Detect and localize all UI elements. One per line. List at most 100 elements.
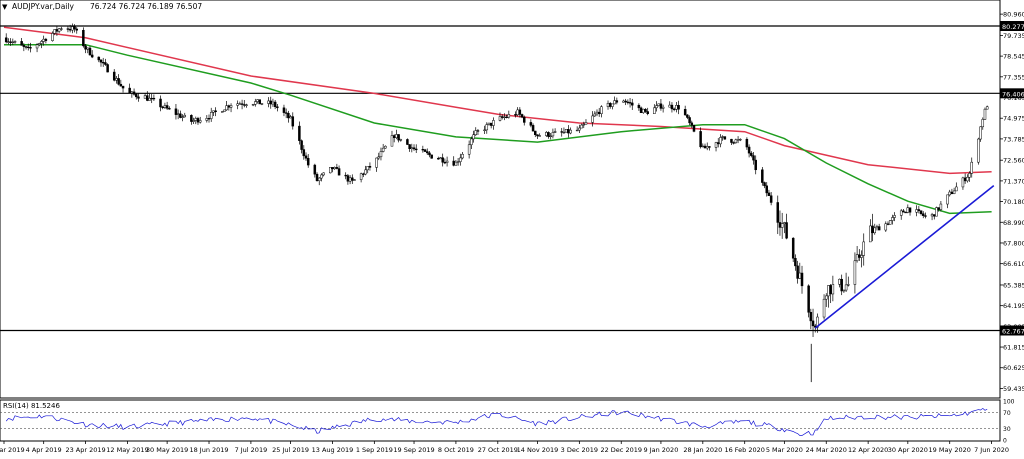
candle-body: [615, 100, 619, 103]
candle-body: [562, 131, 566, 134]
ohlc-label: 76.724 76.724 76.189 76.507: [90, 2, 202, 11]
candle-body: [220, 111, 224, 113]
candle-body: [88, 47, 92, 56]
time-tick-label: 19 May 2020: [929, 446, 971, 454]
candle-body: [60, 28, 63, 30]
candle-body: [75, 28, 78, 31]
candle-body: [908, 207, 912, 213]
candle-body: [955, 186, 958, 192]
candle-body: [536, 134, 539, 137]
candle-body: [739, 138, 742, 141]
candle-body: [948, 191, 951, 196]
candle-body: [397, 134, 400, 141]
candle-body: [906, 207, 910, 213]
time-tick-label: 4 Apr 2019: [26, 446, 62, 454]
price-tick-label: 72.560: [1003, 157, 1024, 165]
candle-body: [809, 312, 813, 322]
candle-body: [902, 210, 905, 213]
candle-body: [922, 213, 925, 216]
time-tick-label: 30 May 2019: [146, 446, 188, 454]
candle-body: [467, 144, 471, 155]
candle-body: [474, 130, 478, 136]
candle-body: [584, 122, 588, 125]
candle-body: [300, 140, 303, 150]
price-axis: 80.96079.73578.54577.35576.16574.97573.7…: [1000, 11, 1024, 393]
candle-body: [714, 142, 718, 148]
candle-body: [298, 125, 301, 141]
candle-body: [591, 115, 594, 123]
candle-body: [194, 118, 198, 121]
candle-body: [368, 166, 372, 168]
candle-body: [628, 102, 632, 104]
candle-body: [791, 237, 795, 259]
candle-body: [860, 255, 863, 258]
candle-body: [730, 138, 733, 143]
candle-body: [891, 217, 894, 221]
candle-body: [723, 136, 727, 140]
candle-body: [42, 38, 45, 42]
candle-body: [646, 111, 649, 114]
candle-body: [443, 161, 447, 164]
candle-body: [869, 225, 872, 243]
candle-body: [701, 145, 705, 148]
candle-body: [597, 111, 601, 114]
candle-body: [146, 95, 149, 101]
time-tick-label: 23 Apr 2019: [65, 446, 105, 454]
candle-body: [381, 147, 385, 152]
candle-body: [933, 214, 936, 217]
candle-body: [251, 104, 255, 106]
candle-body: [794, 258, 797, 267]
candle-body: [489, 122, 493, 126]
candle-body: [207, 118, 211, 120]
candle-body: [243, 104, 246, 106]
candle-body: [256, 99, 259, 102]
candle-body: [236, 103, 239, 106]
candle-body: [66, 28, 70, 30]
support-trendline: [814, 184, 995, 329]
candle-body: [686, 114, 689, 118]
candle-body: [333, 167, 336, 170]
candle-body: [196, 118, 200, 123]
candle-body: [514, 114, 517, 116]
candle-body: [661, 106, 665, 109]
candle-body: [258, 99, 261, 105]
candle-body: [214, 110, 217, 113]
ma-red-line: [3, 26, 992, 175]
price-tick-label: 59.435: [1003, 385, 1024, 393]
candle-body: [470, 138, 473, 146]
candle-body: [135, 94, 138, 98]
candle-body: [384, 145, 387, 149]
candle-body: [437, 158, 440, 160]
candle-body: [287, 113, 290, 119]
candle-body: [600, 106, 603, 114]
candle-body: [549, 135, 552, 137]
candle-body: [688, 117, 691, 124]
candle-body: [842, 289, 846, 292]
candle-body: [282, 107, 286, 113]
candle-body: [57, 28, 61, 32]
candle-body: [353, 179, 356, 181]
candle-body: [112, 71, 116, 81]
candle-body: [831, 284, 835, 295]
candle-body: [507, 114, 511, 118]
candle-body: [487, 122, 491, 125]
candle-body: [483, 129, 486, 131]
candle-body: [104, 62, 107, 65]
candle-body: [853, 260, 857, 285]
candle-body: [313, 164, 317, 175]
candle-body: [551, 132, 555, 137]
triangle-down-icon[interactable]: ▼: [2, 3, 8, 11]
candle-body: [924, 215, 927, 217]
candle-body: [351, 177, 354, 181]
rsi-tick-label: 30: [1003, 426, 1011, 433]
candle-body: [101, 62, 105, 64]
candle-body: [106, 64, 109, 73]
candle-body: [359, 173, 363, 180]
candle-body: [492, 120, 495, 126]
candle-body: [935, 207, 938, 217]
candle-body: [29, 47, 32, 49]
time-tick-label: 13 Aug 2019: [312, 446, 354, 454]
candle-body: [229, 105, 233, 108]
time-tick-label: 12 May 2019: [106, 446, 148, 454]
